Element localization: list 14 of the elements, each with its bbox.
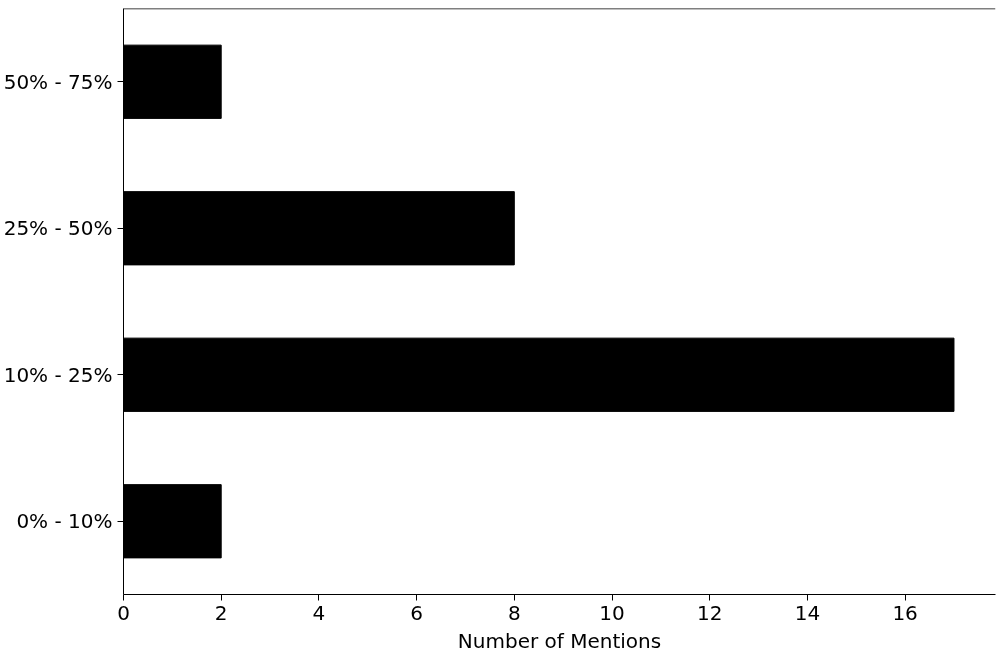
- y-tick-label: 25% - 50%: [3, 216, 113, 241]
- x-tick-label: 16: [892, 600, 918, 625]
- x-tick-label: 2: [214, 600, 228, 625]
- x-tick-label: 6: [410, 600, 423, 625]
- y-tick-label: 0% - 10%: [16, 509, 113, 534]
- x-tick-label: 10: [599, 600, 625, 625]
- y-tick-label: 50% - 75%: [3, 69, 113, 94]
- x-axis-title: Number of Mentions: [457, 628, 662, 653]
- x-tick-label: 4: [312, 600, 326, 625]
- y-tick-label: 10% - 25%: [3, 362, 113, 387]
- x-tick-label: 8: [507, 600, 521, 625]
- x-tick-label: 12: [696, 600, 723, 625]
- x-tick-label: 14: [794, 600, 821, 625]
- x-tick-label: 0: [117, 600, 130, 625]
